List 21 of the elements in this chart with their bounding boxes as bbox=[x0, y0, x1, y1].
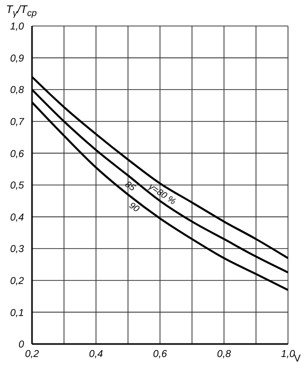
x-tick-label: 0,6 bbox=[153, 349, 168, 360]
y-tick-label: 1,0 bbox=[10, 22, 24, 33]
y-axis-title: T$_{γ}$/T$_{ср}$ bbox=[6, 4, 37, 18]
x-tick-label: 0,4 bbox=[89, 349, 104, 360]
x-axis-title: V bbox=[294, 354, 301, 365]
y-tick-label: 0,8 bbox=[10, 85, 24, 96]
text: 90 bbox=[127, 200, 142, 214]
text: γ=80 % bbox=[147, 181, 178, 207]
y-tick-label: 0 bbox=[18, 340, 24, 351]
text: 85 bbox=[123, 178, 138, 194]
x-tick-label: 1,0 bbox=[281, 349, 296, 360]
y-tick-label: 0,6 bbox=[10, 148, 24, 160]
y-tick-label: 0,1 bbox=[10, 308, 24, 319]
y-tick-label: 0,2 bbox=[10, 276, 24, 287]
x-tick-label: 0,2 bbox=[25, 349, 40, 360]
y-tick-label: 0,5 bbox=[10, 180, 24, 192]
y-tick-label: 0,9 bbox=[10, 53, 24, 64]
x-tick-label: 0,8 bbox=[217, 349, 232, 360]
y-tick-label: 0,7 bbox=[10, 116, 24, 128]
y-tick-label: 0,3 bbox=[10, 244, 24, 256]
y-tick-label: 0,4 bbox=[10, 212, 24, 224]
